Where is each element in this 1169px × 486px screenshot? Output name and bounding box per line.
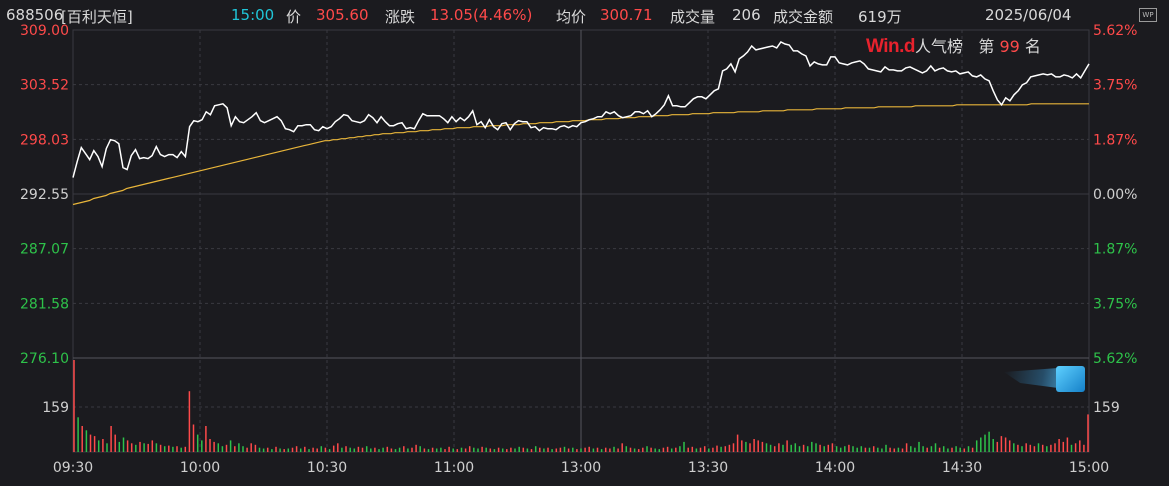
side-panel-toggle-icon[interactable] — [1056, 366, 1085, 392]
volume-label: 成交量 — [670, 8, 716, 26]
volume-bars — [73, 360, 1089, 452]
rank-suffix: 名 — [1024, 37, 1041, 56]
x-tick-label: 13:00 — [561, 460, 601, 476]
amount-value: 619万 — [858, 8, 902, 26]
y-pct-label: 1.87% — [1093, 132, 1137, 148]
price-value: 305.60 — [316, 6, 369, 24]
stock-code: 688506 — [6, 6, 64, 24]
quote-date: 2025/06/04 — [985, 6, 1072, 24]
y-pct-label: 0.00% — [1093, 187, 1137, 203]
amount-label: 成交金额 — [773, 8, 834, 26]
rank-label: 人气榜 — [915, 37, 964, 56]
quote-header: 688506 [百利天恒] 15:00 价 305.60 涨跌 13.05(4.… — [0, 0, 1169, 30]
stock-name: [百利天恒] — [61, 8, 133, 26]
x-tick-label: 13:30 — [688, 460, 728, 476]
y-pct-label: 3.75% — [1093, 296, 1137, 312]
wind-logo: Win.d — [866, 36, 916, 57]
avg-label: 均价 — [556, 8, 587, 26]
rank-number: 99 — [999, 37, 1020, 56]
wp-icon[interactable]: WP — [1139, 8, 1157, 22]
x-tick-label: 14:30 — [942, 460, 982, 476]
x-tick-label: 10:00 — [180, 460, 220, 476]
rank-prefix: 第 — [978, 37, 995, 56]
x-tick-label: 09:30 — [53, 460, 93, 476]
price-line — [72, 41, 1090, 178]
volume-tick-label: 159 — [1093, 400, 1120, 416]
x-tick-label: 10:30 — [307, 460, 347, 476]
y-tick-label: 298.03 — [20, 132, 69, 148]
volume-value: 206 — [732, 6, 761, 24]
y-pct-label: 5.62% — [1093, 23, 1137, 39]
chart-grid — [72, 29, 1090, 453]
y-pct-label: 3.75% — [1093, 78, 1137, 94]
y-pct-label: 5.62% — [1093, 351, 1137, 367]
price-label: 价 — [286, 8, 302, 26]
y-tick-label: 287.07 — [20, 242, 69, 258]
x-tick-label: 15:00 — [1069, 460, 1109, 476]
avg-price-line — [72, 103, 1089, 206]
y-tick-label: 281.58 — [20, 296, 69, 312]
change-label: 涨跌 — [385, 8, 416, 26]
y-tick-label: 276.10 — [20, 351, 69, 367]
change-value: 13.05(4.46%) — [430, 6, 533, 24]
popularity-rank[interactable]: Win.d人气榜 第 99 名 — [866, 33, 1041, 58]
axis-labels: 309.00 5.62% 303.52 3.75% 298.03 1.87% 292.55 0… — [20, 23, 1137, 476]
quote-time: 15:00 — [231, 6, 275, 24]
avg-value: 300.71 — [600, 6, 653, 24]
y-tick-label: 292.55 — [20, 187, 69, 203]
y-pct-label: 1.87% — [1093, 242, 1137, 258]
y-tick-label: 303.52 — [20, 78, 69, 94]
volume-tick-label: 159 — [42, 400, 69, 416]
x-tick-label: 14:00 — [815, 460, 855, 476]
x-tick-label: 11:00 — [434, 460, 474, 476]
y-tick-label: 309.00 — [20, 23, 69, 39]
